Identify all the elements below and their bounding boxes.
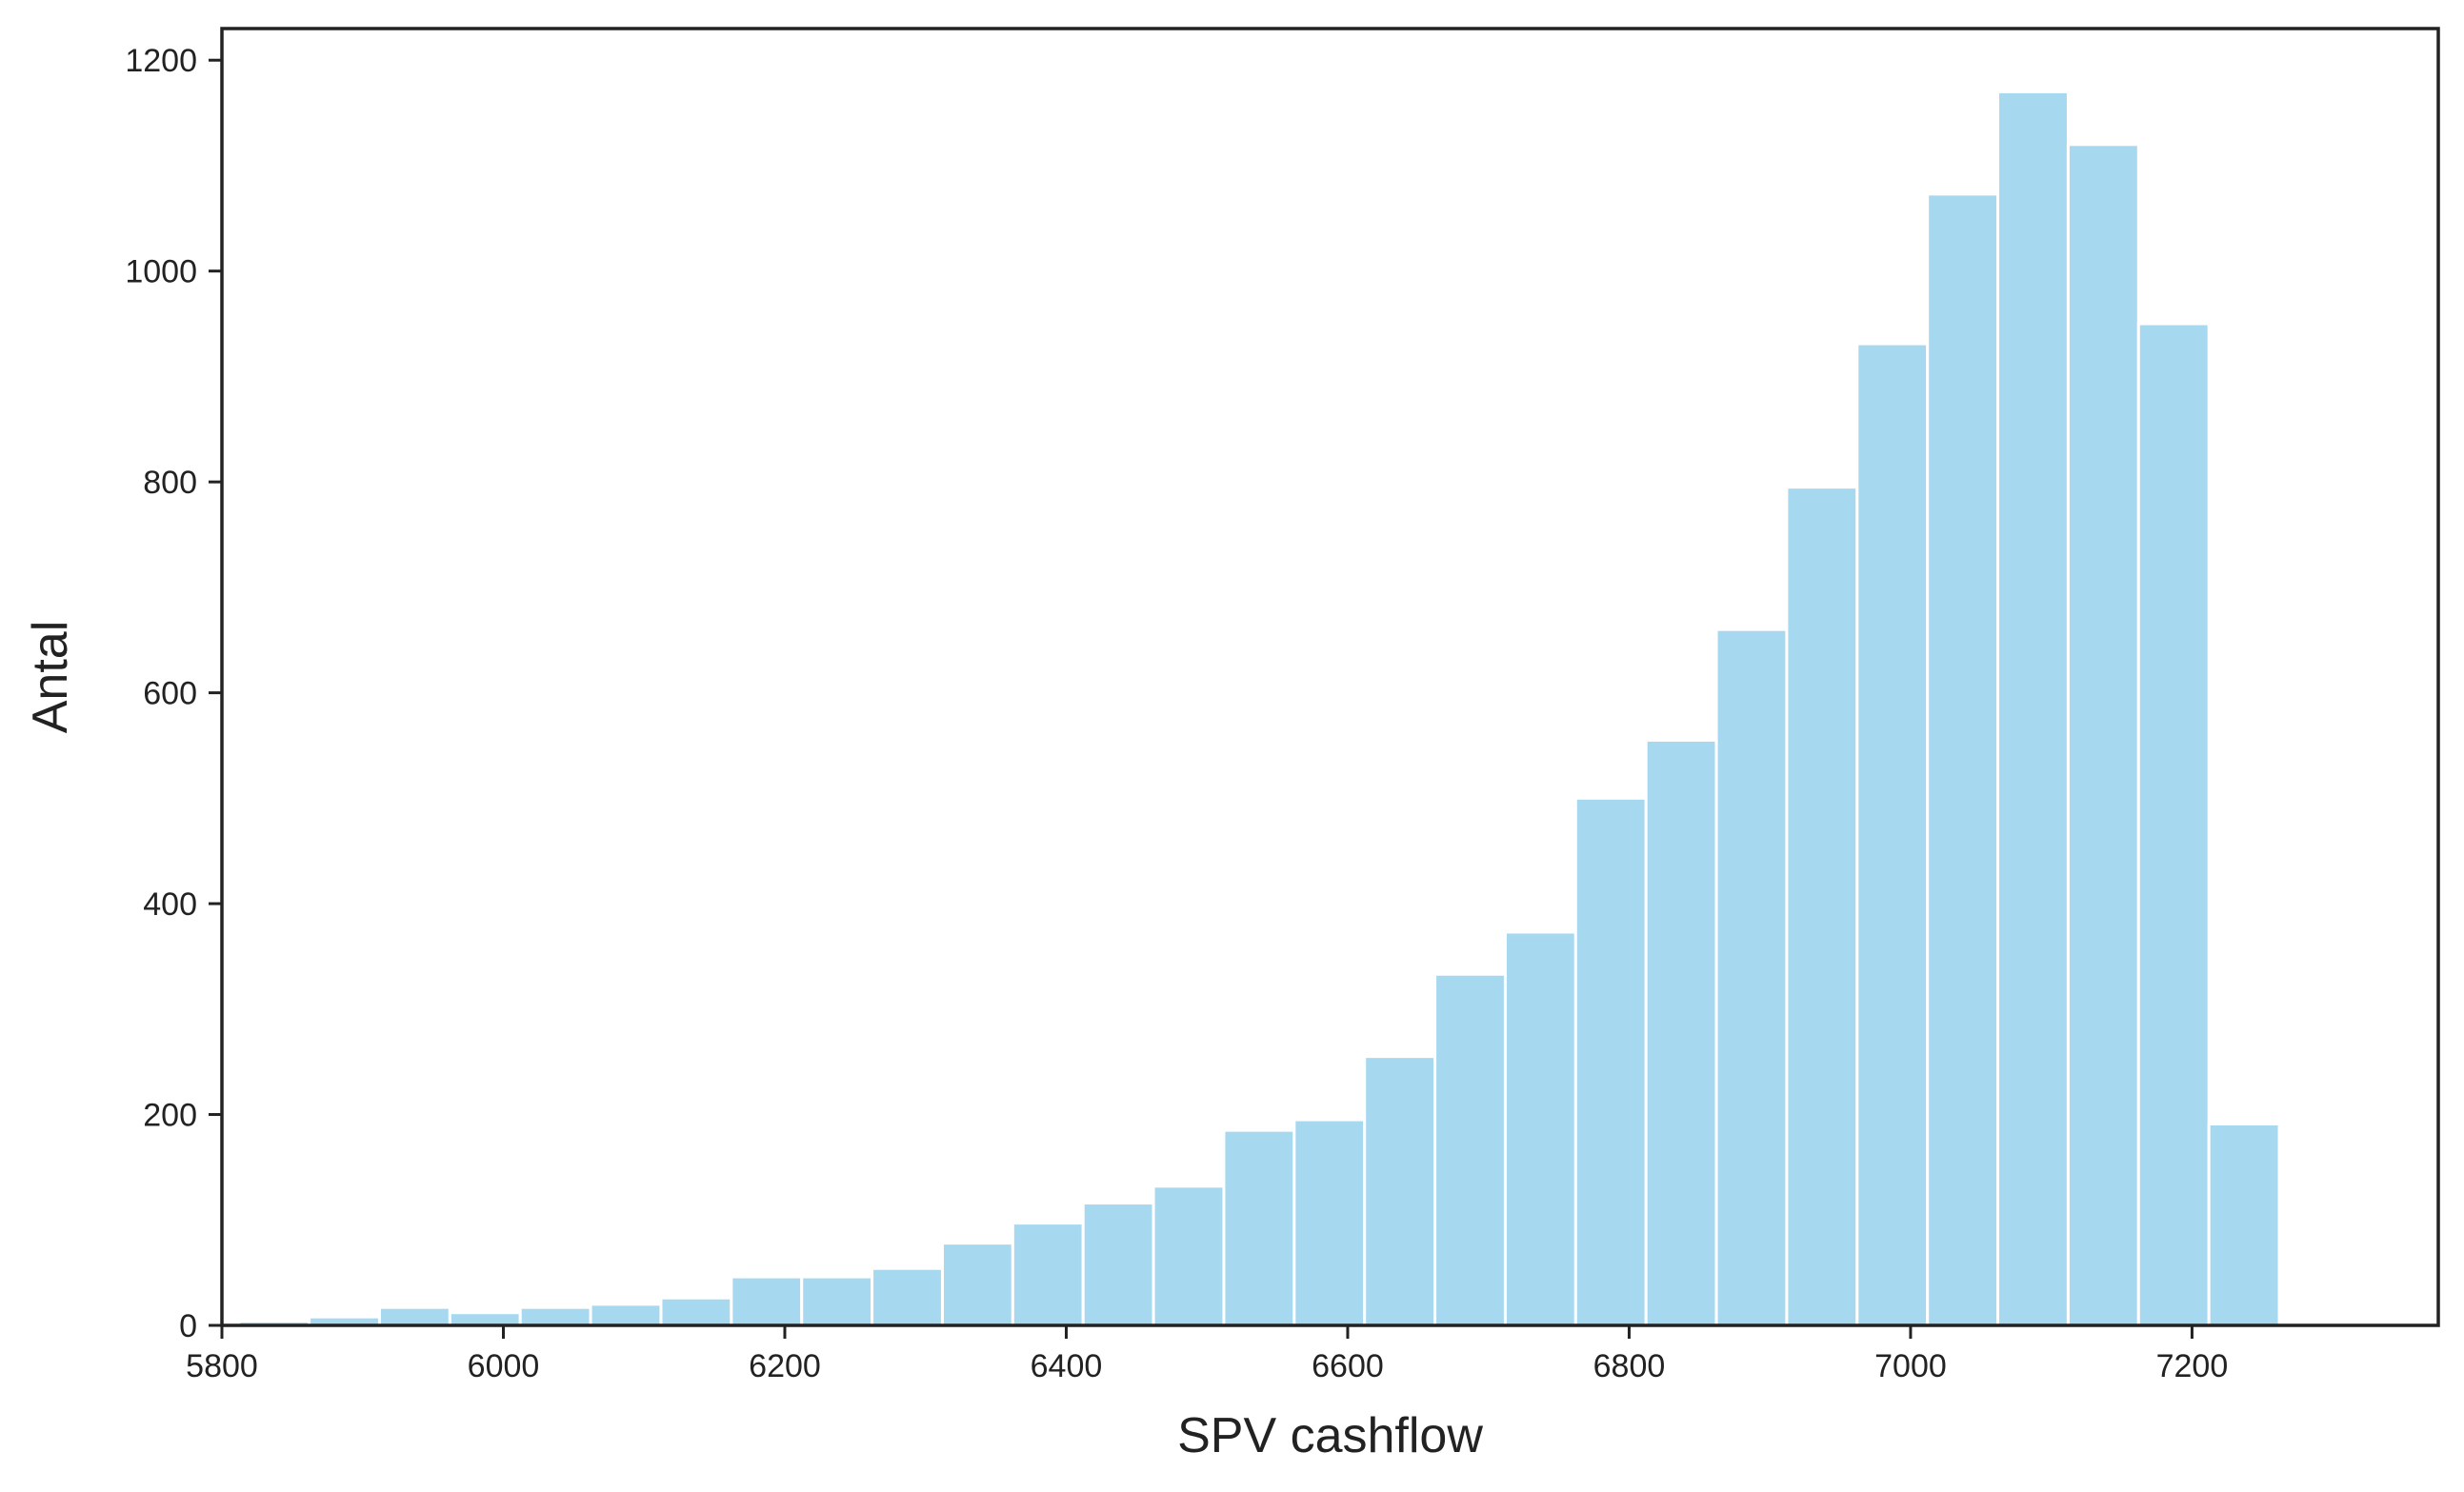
histogram-bar	[730, 1275, 804, 1327]
x-axis-label: SPV cashflow	[1177, 1408, 1483, 1463]
histogram-bar	[589, 1303, 663, 1327]
histogram-bar	[1152, 1184, 1226, 1327]
histogram-bar	[1644, 738, 1718, 1327]
histogram-bar	[1785, 486, 1859, 1327]
histogram-bar	[1714, 627, 1789, 1327]
y-tick-label: 1000	[125, 254, 197, 290]
histogram-bar	[1433, 972, 1507, 1327]
histogram-bar	[940, 1242, 1014, 1327]
histogram-bar	[2207, 1123, 2281, 1327]
y-tick-label: 800	[143, 465, 197, 501]
histogram-bar	[1222, 1128, 1296, 1327]
histogram-bar	[1996, 90, 2070, 1327]
histogram-bar	[1503, 930, 1577, 1327]
x-tick-label: 6800	[1593, 1348, 1666, 1384]
x-tick-label: 7000	[1874, 1348, 1947, 1384]
y-tick-label: 400	[143, 886, 197, 923]
histogram-bar	[800, 1275, 874, 1327]
histogram-bar	[1363, 1055, 1437, 1327]
y-tick-label: 200	[143, 1098, 197, 1134]
histogram-bar	[1081, 1202, 1155, 1327]
histogram-bar	[377, 1305, 451, 1327]
histogram-bar	[518, 1305, 592, 1327]
y-tick-label: 1200	[125, 43, 197, 79]
histogram-bar	[871, 1266, 944, 1327]
y-axis-ticks: 0 200 400 600 800 1000 1200	[125, 43, 222, 1344]
y-tick-label: 0	[179, 1308, 197, 1344]
x-tick-label: 6600	[1312, 1348, 1384, 1384]
x-tick-label: 6000	[468, 1348, 540, 1384]
histogram-bar	[448, 1311, 522, 1327]
histogram-bar	[2136, 322, 2211, 1327]
y-tick-label: 600	[143, 676, 197, 712]
histogram-bar	[1855, 342, 1930, 1327]
x-axis-ticks: 5800 6000 6200 6400 6600 6800 7000 7200	[186, 1325, 2228, 1384]
histogram-bar	[659, 1296, 733, 1327]
x-tick-label: 6200	[749, 1348, 821, 1384]
histogram-bar	[1292, 1118, 1367, 1327]
x-tick-label: 7200	[2156, 1348, 2229, 1384]
x-tick-label: 6400	[1031, 1348, 1103, 1384]
histogram-bar	[1011, 1222, 1085, 1327]
x-tick-label: 5800	[186, 1348, 258, 1384]
histogram-bar	[2066, 143, 2140, 1327]
histogram-bar	[1573, 796, 1648, 1327]
histogram-bar	[1926, 192, 2000, 1327]
histogram-bars	[237, 90, 2281, 1327]
y-axis-label: Antal	[23, 621, 78, 734]
plot-frame	[220, 27, 2440, 1327]
